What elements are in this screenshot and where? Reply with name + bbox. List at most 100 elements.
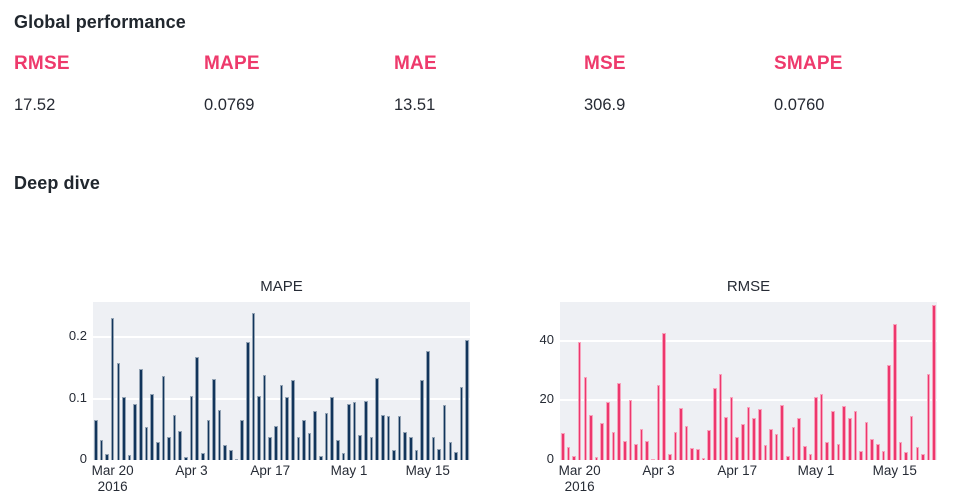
mape-bar[interactable] [425,350,430,460]
mape-plot-area[interactable] [93,302,470,460]
rmse-bar[interactable] [752,418,756,460]
mape-bar[interactable] [245,342,250,460]
mape-bar[interactable] [234,458,239,460]
mape-bar[interactable] [465,339,469,460]
rmse-bar[interactable] [786,455,790,460]
rmse-bar[interactable] [611,431,616,460]
rmse-bar[interactable] [566,446,571,460]
mape-bar[interactable] [167,436,171,460]
rmse-bar[interactable] [684,425,689,460]
mape-bar[interactable] [403,432,408,460]
mape-bar[interactable] [307,433,312,460]
rmse-bar[interactable] [791,427,796,460]
mape-bar[interactable] [105,453,109,460]
rmse-bar[interactable] [926,374,931,460]
rmse-bar[interactable] [831,411,835,460]
rmse-bar[interactable] [572,455,576,460]
rmse-bar[interactable] [645,440,649,460]
rmse-bar[interactable] [836,443,841,460]
mape-bar[interactable] [352,401,357,460]
rmse-bar[interactable] [932,304,936,460]
mape-bar[interactable] [392,450,396,460]
mape-bar[interactable] [144,427,149,460]
rmse-bar[interactable] [904,451,908,460]
rmse-bar[interactable] [892,324,897,460]
mape-bar[interactable] [133,403,137,460]
rmse-bar[interactable] [634,443,638,460]
mape-bar[interactable] [431,437,436,460]
rmse-bar[interactable] [864,422,869,460]
mape-bar[interactable] [324,413,329,460]
mape-bar[interactable] [212,379,216,460]
rmse-bar[interactable] [842,406,846,460]
rmse-bar[interactable] [909,415,914,460]
mape-bar[interactable] [302,420,306,460]
rmse-bar[interactable] [606,401,610,460]
mape-bar[interactable] [341,452,346,460]
mape-bar[interactable] [223,444,228,460]
rmse-bar[interactable] [741,424,745,460]
mape-bar[interactable] [279,385,284,460]
rmse-bar[interactable] [651,458,655,460]
mape-bar[interactable] [139,369,143,460]
mape-bar[interactable] [386,416,391,460]
mape-bar[interactable] [257,395,261,460]
mape-bar[interactable] [200,452,205,460]
rmse-bar[interactable] [729,396,734,460]
mape-bar[interactable] [420,380,424,460]
mape-bar[interactable] [206,420,211,460]
rmse-bar[interactable] [583,376,588,460]
rmse-bar[interactable] [718,373,723,460]
rmse-bar[interactable] [656,385,661,460]
mape-bar[interactable] [285,397,289,460]
rmse-bar[interactable] [696,448,700,460]
rmse-bar[interactable] [887,364,891,460]
mape-bar[interactable] [414,450,419,460]
mape-bar[interactable] [454,452,458,460]
mape-bar[interactable] [150,393,154,460]
rmse-bar[interactable] [639,428,644,460]
mape-bar[interactable] [110,317,115,460]
mape-bar[interactable] [94,420,98,460]
mape-bar[interactable] [268,437,273,460]
mape-bar[interactable] [330,397,334,460]
rmse-bar[interactable] [881,451,886,460]
rmse-bar[interactable] [667,454,672,460]
rmse-bar[interactable] [589,415,593,460]
rmse-bar[interactable] [774,434,779,460]
mape-bar[interactable] [442,405,447,460]
rmse-bar[interactable] [673,432,678,460]
rmse-bar[interactable] [808,454,813,460]
rmse-bar[interactable] [915,447,920,460]
mape-bar[interactable] [195,356,199,460]
mape-bar[interactable] [375,377,379,460]
rmse-bar[interactable] [769,428,773,460]
mape-bar[interactable] [358,435,363,460]
rmse-bar[interactable] [622,440,627,460]
mape-bar[interactable] [184,456,188,460]
rmse-bar[interactable] [679,407,683,460]
rmse-bar[interactable] [712,388,717,460]
mape-bar[interactable] [229,449,233,460]
mape-bar[interactable] [409,436,413,460]
mape-bar[interactable] [274,426,278,460]
mape-bar[interactable] [161,375,166,460]
rmse-bar[interactable] [763,445,768,460]
rmse-bar[interactable] [701,457,706,460]
rmse-bar[interactable] [847,418,852,460]
rmse-bar[interactable] [735,437,740,460]
mape-bar[interactable] [127,455,132,460]
mape-bar[interactable] [217,409,222,460]
rmse-bar[interactable] [876,443,880,460]
mape-bar[interactable] [369,437,374,460]
rmse-bar[interactable] [853,411,858,460]
rmse-bar[interactable] [600,422,604,460]
rmse-plot-area[interactable] [560,302,937,460]
rmse-bar[interactable] [746,407,751,460]
rmse-bar[interactable] [780,404,785,460]
mape-bar[interactable] [313,410,318,460]
mape-bar[interactable] [155,441,160,460]
rmse-bar[interactable] [577,342,582,460]
rmse-bar[interactable] [819,394,824,460]
mape-bar[interactable] [380,414,385,460]
